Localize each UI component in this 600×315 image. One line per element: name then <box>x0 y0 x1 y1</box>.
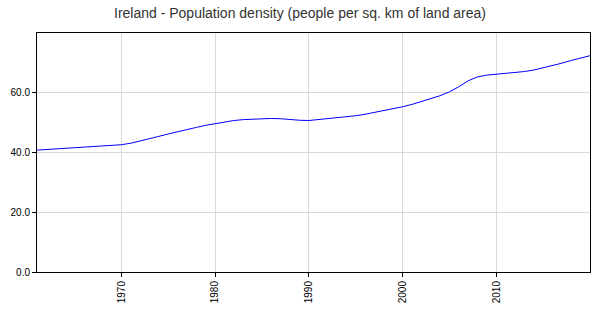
svg-text:2010: 2010 <box>491 281 502 304</box>
svg-text:1980: 1980 <box>209 281 220 304</box>
svg-text:1990: 1990 <box>303 281 314 304</box>
svg-text:60.0: 60.0 <box>11 87 31 98</box>
svg-text:Ireland - Population density (: Ireland - Population density (people per… <box>114 5 486 21</box>
svg-text:1970: 1970 <box>116 281 127 304</box>
svg-text:0.0: 0.0 <box>16 267 30 278</box>
svg-text:20.0: 20.0 <box>11 207 31 218</box>
svg-text:40.0: 40.0 <box>11 147 31 158</box>
svg-text:2000: 2000 <box>397 281 408 304</box>
